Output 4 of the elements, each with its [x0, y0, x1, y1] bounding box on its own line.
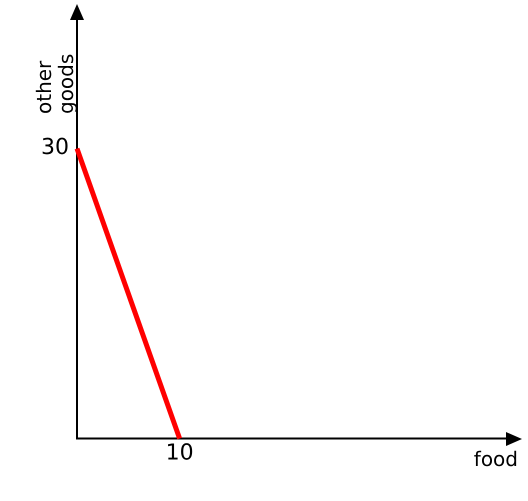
y-axis-title: other goods	[32, 54, 78, 114]
text: 10	[166, 440, 194, 466]
text: food	[474, 446, 518, 471]
annotation: 30	[41, 135, 69, 160]
